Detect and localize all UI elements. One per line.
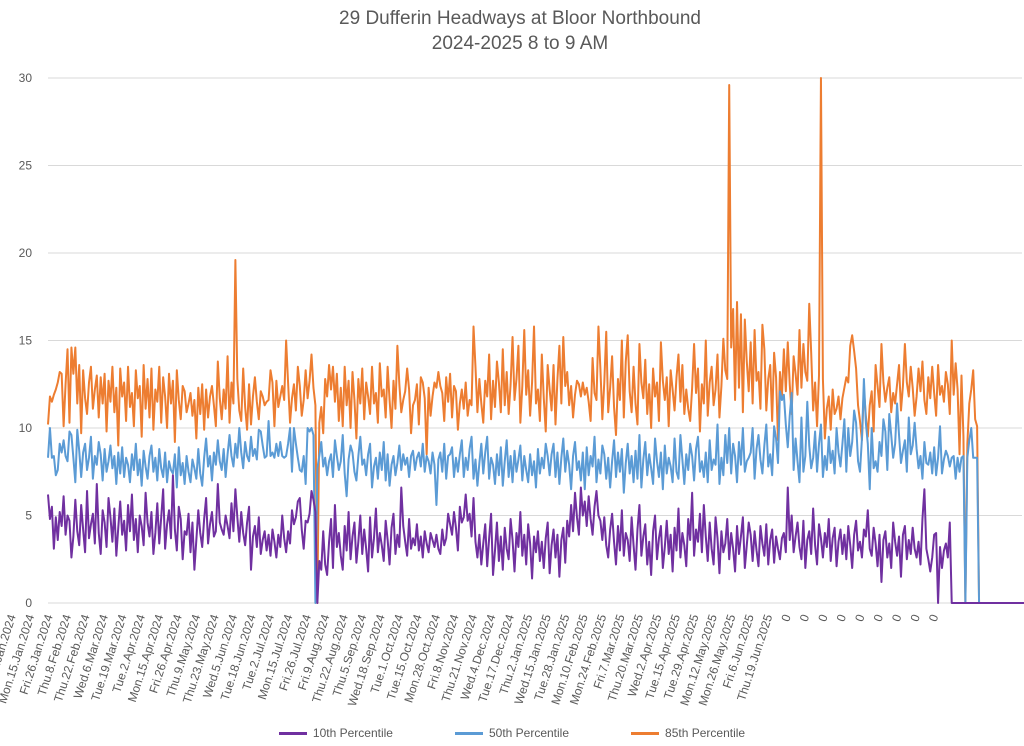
x-tick-label: 0 [852, 612, 867, 623]
x-tick-label: 0 [778, 612, 793, 623]
y-axis: 0 5 10 15 20 25 30 [19, 71, 33, 610]
y-tick-label: 0 [25, 596, 32, 610]
series-line-50th [47, 378, 1024, 604]
legend-label-10th: 10th Percentile [312, 726, 393, 740]
series-lines [47, 77, 1024, 604]
legend-item-50th: 50th Percentile [454, 726, 570, 740]
x-tick-label: 0 [815, 612, 830, 623]
legend-item-85th: 85th Percentile [631, 726, 745, 740]
y-tick-label: 20 [19, 246, 33, 260]
x-axis: Tue.2.Jan.2024Mon.15.Jan.2024Fri.26.Jan.… [0, 612, 941, 708]
x-tick-label: 0 [871, 612, 886, 623]
series-line-10th [47, 474, 1024, 604]
chart-title-block: 29 Dufferin Headways at Bloor Northbound… [0, 6, 1024, 56]
y-tick-label: 5 [25, 509, 32, 523]
chart-title: 29 Dufferin Headways at Bloor Northbound [339, 8, 701, 29]
legend-label-50th: 50th Percentile [488, 726, 570, 740]
series-line-85th [47, 77, 1024, 604]
legend-swatch-50th [454, 731, 483, 735]
y-tick-label: 25 [19, 159, 33, 173]
gridlines [48, 77, 1022, 604]
legend-label-85th: 85th Percentile [665, 726, 746, 740]
y-tick-label: 15 [19, 334, 33, 348]
legend-item-10th: 10th Percentile [278, 726, 393, 740]
y-tick-label: 10 [19, 421, 33, 435]
chart-subtitle: 2024-2025 8 to 9 AM [431, 33, 609, 54]
legend-swatch-10th [278, 731, 307, 735]
x-tick-label: 0 [926, 612, 941, 623]
x-tick-label: 0 [797, 612, 812, 623]
y-tick-label: 30 [19, 71, 33, 85]
legend: 10th Percentile 50th Percentile 85th Per… [0, 726, 1024, 740]
legend-swatch-85th [631, 731, 660, 735]
x-tick-label: 0 [834, 612, 849, 623]
x-tick-label: 0 [908, 612, 923, 623]
x-tick-label: 0 [889, 612, 904, 623]
